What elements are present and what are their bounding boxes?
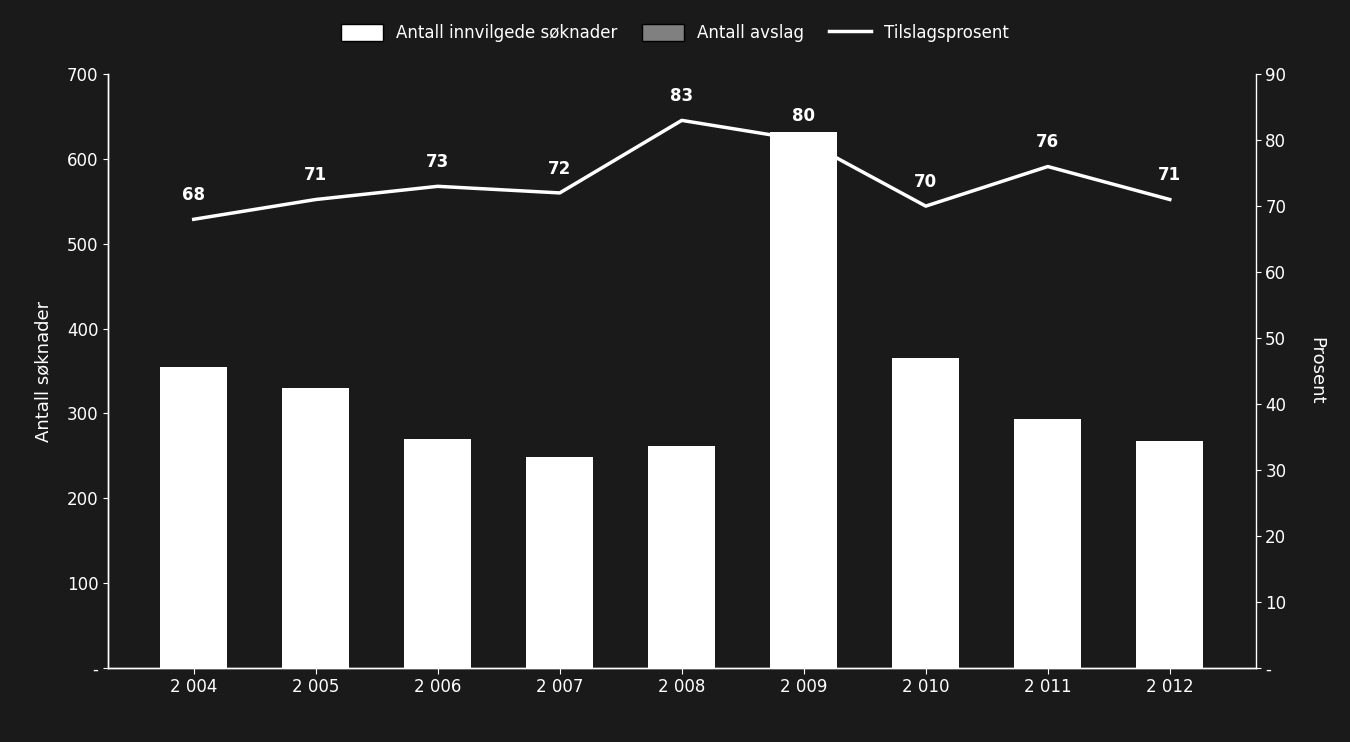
Tilslagsprosent — [1162, 195, 1179, 204]
Text: 76: 76 — [1037, 134, 1060, 151]
Bar — [404, 439, 471, 668]
Bar — [282, 388, 350, 668]
Bar — [161, 367, 227, 668]
Text: 70: 70 — [914, 173, 937, 191]
Bar — [892, 358, 960, 668]
Text: 68: 68 — [182, 186, 205, 204]
Text: 83: 83 — [670, 87, 694, 105]
Tilslagsprosent — [185, 215, 201, 224]
Text: 73: 73 — [427, 153, 450, 171]
Bar — [526, 458, 593, 668]
Bar — [771, 132, 837, 668]
Text: 71: 71 — [1158, 166, 1181, 184]
Tilslagsprosent — [552, 188, 568, 197]
Text: 71: 71 — [304, 166, 327, 184]
Tilslagsprosent — [674, 116, 690, 125]
Tilslagsprosent — [1040, 162, 1056, 171]
Legend: Antall innvilgede søknader, Antall avslag, Tilslagsprosent: Antall innvilgede søknader, Antall avsla… — [332, 16, 1018, 50]
Text: 80: 80 — [792, 107, 815, 125]
Tilslagsprosent — [308, 195, 324, 204]
Bar — [648, 446, 716, 668]
Bar — [1014, 419, 1081, 668]
Bar — [1137, 441, 1203, 668]
Tilslagsprosent — [918, 202, 934, 211]
Y-axis label: Antall søknader: Antall søknader — [35, 301, 53, 441]
Y-axis label: Prosent: Prosent — [1307, 338, 1326, 404]
Tilslagsprosent — [429, 182, 446, 191]
Text: 72: 72 — [548, 160, 571, 177]
Line: Tilslagsprosent: Tilslagsprosent — [193, 120, 1170, 220]
Tilslagsprosent — [795, 136, 811, 145]
